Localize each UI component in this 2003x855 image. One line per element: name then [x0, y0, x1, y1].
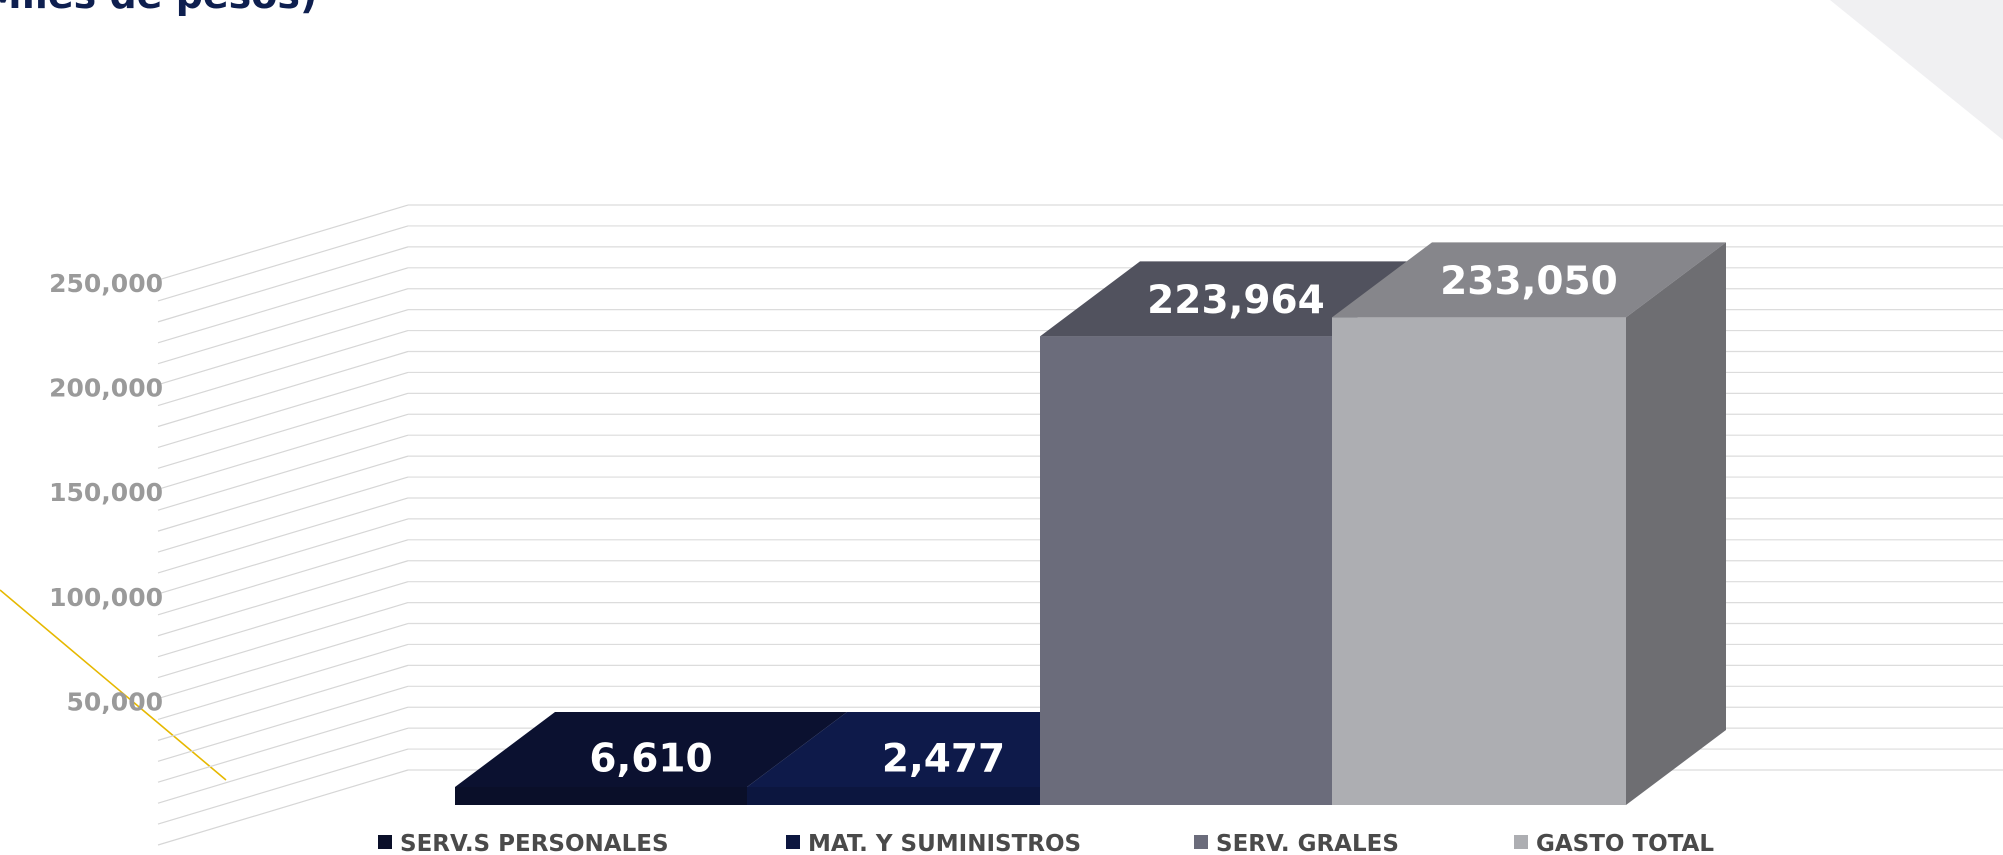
- grid-diagonal: [157, 225, 409, 302]
- grid-diagonal: [157, 288, 409, 365]
- grid-diagonal: [157, 309, 409, 386]
- bar-front: [1040, 336, 1332, 805]
- legend-swatch: [1194, 835, 1208, 849]
- grid-diagonal: [157, 267, 409, 344]
- grid-diagonal: [157, 539, 409, 616]
- grid-diagonal: [157, 706, 409, 783]
- y-tick-label: 150,000: [49, 478, 163, 507]
- grid-diagonal: [157, 664, 409, 741]
- bar-top: [1332, 242, 1726, 318]
- y-tick-label: 200,000: [49, 374, 163, 403]
- grid-diagonal: [157, 413, 409, 490]
- grid-diagonal: [157, 643, 409, 721]
- accent-line: [0, 589, 227, 781]
- bar-value-label: 233,050: [1440, 259, 1618, 304]
- grid-diagonal: [157, 748, 409, 825]
- grid-diagonal: [157, 371, 409, 448]
- grid-diagonal: [157, 497, 409, 574]
- grid-diagonal: [157, 330, 409, 407]
- grid-diagonal: [157, 204, 409, 281]
- grid-diagonal: [157, 769, 409, 846]
- legend: SERV.S PERSONALES MAT. Y SUMINISTROS SERV.…: [378, 831, 1714, 855]
- chart-title: Miles de pesos): [0, 0, 317, 17]
- grid-diagonal: [157, 685, 409, 762]
- legend-label: SERV.S PERSONALES: [400, 831, 669, 855]
- legend-swatch: [378, 835, 392, 849]
- bar-front: [747, 787, 1040, 805]
- grid-diagonal: [157, 455, 409, 532]
- bar-value-label: 223,964: [1147, 278, 1325, 323]
- grid-diagonal: [157, 350, 409, 428]
- grid-diagonal: [157, 518, 409, 595]
- bar-value-label: 6,610: [589, 737, 712, 782]
- grid-diagonal: [157, 581, 409, 658]
- grid-diagonal: [157, 602, 409, 679]
- legend-label: MAT. Y SUMINISTROS: [808, 831, 1081, 855]
- grid-diagonal: [157, 434, 409, 511]
- y-axis-ticks: 50,000 100,000 150,000 200,000 250,000: [49, 269, 163, 717]
- grid-diagonal: [157, 392, 409, 469]
- legend-swatch: [786, 835, 800, 849]
- grid-diagonal: [157, 246, 409, 323]
- grid-diagonal: [157, 560, 409, 637]
- corner-decoration: [1830, 0, 2003, 140]
- bar-side: [1626, 242, 1726, 805]
- legend-label: SERV. GRALES: [1216, 831, 1399, 855]
- bar-front: [455, 787, 747, 805]
- bar-top: [455, 712, 847, 787]
- grid-diagonal: [157, 727, 409, 804]
- grid-diagonal: [157, 622, 409, 700]
- legend-label: GASTO TOTAL: [1536, 831, 1714, 855]
- legend-swatch: [1514, 835, 1528, 849]
- bar-front: [1332, 317, 1626, 805]
- grid-diagonal: [157, 476, 409, 553]
- y-tick-label: 250,000: [49, 269, 163, 298]
- bar-value-label: 2,477: [882, 737, 1005, 782]
- bars: 6,610 2,477 223,964 233,050: [455, 242, 1726, 805]
- y-tick-label: 50,000: [67, 687, 163, 716]
- y-tick-label: 100,000: [49, 583, 163, 612]
